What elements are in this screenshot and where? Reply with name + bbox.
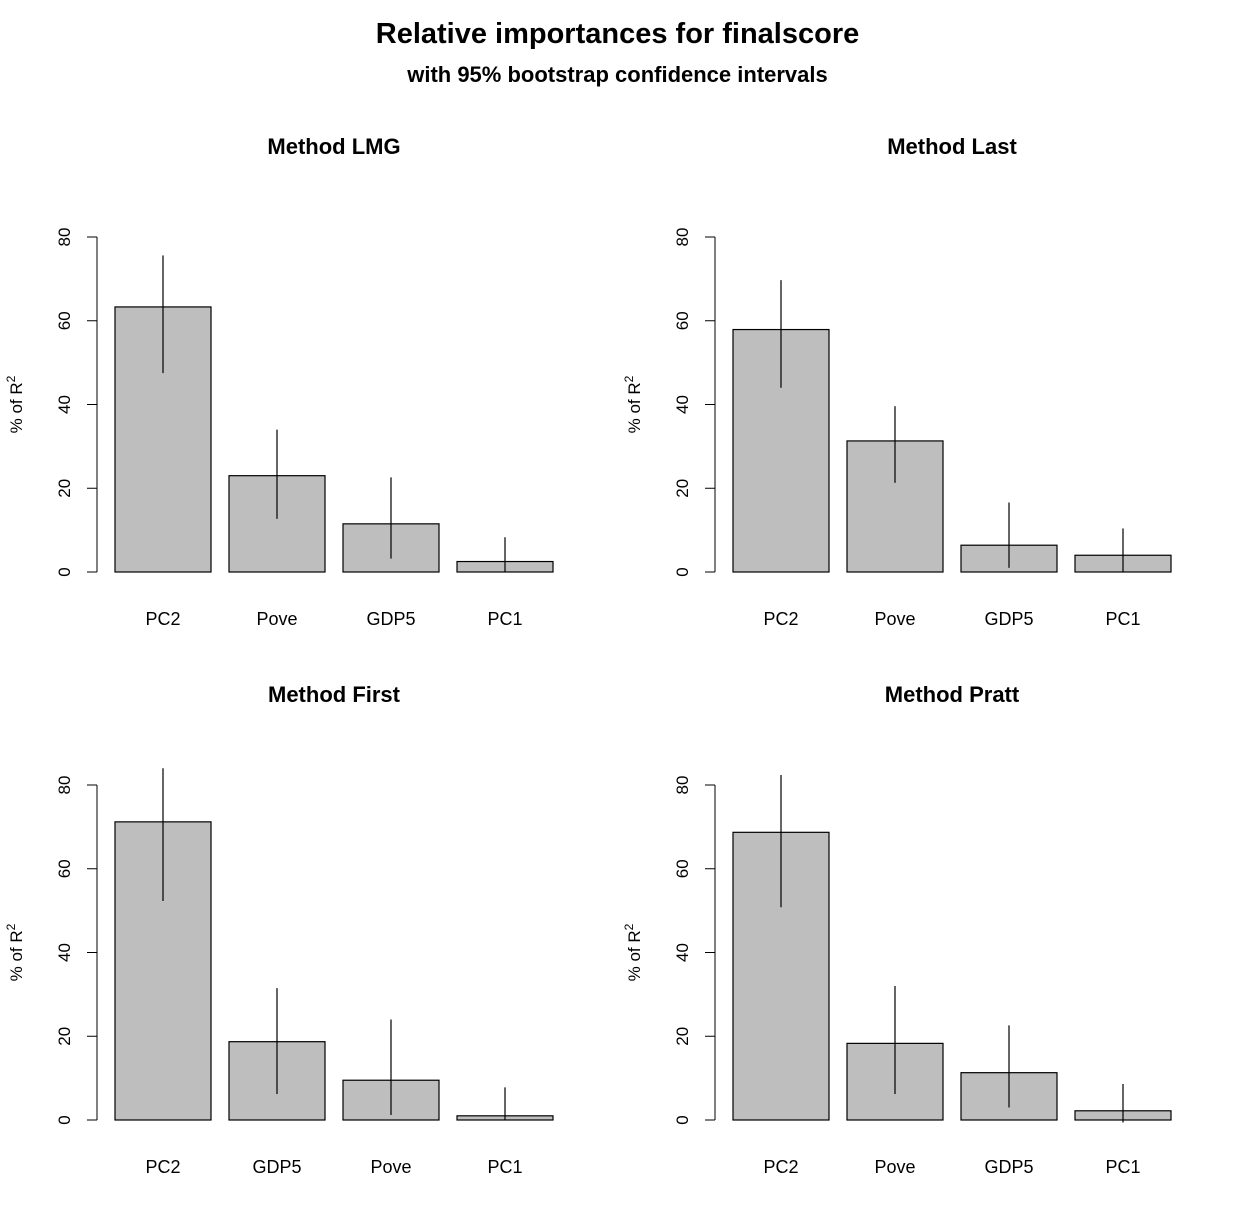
y-axis-label: % of R2 xyxy=(4,923,26,981)
y-tick-label: 80 xyxy=(55,228,74,247)
category-label-gdp5: GDP5 xyxy=(252,1157,301,1177)
y-tick-label: 0 xyxy=(55,1115,74,1124)
y-tick-label: 20 xyxy=(673,1027,692,1046)
y-tick-label: 80 xyxy=(55,776,74,795)
panel-title: Method Pratt xyxy=(885,682,1020,707)
y-axis-label-text: % of R xyxy=(625,930,644,981)
category-label-pc1: PC1 xyxy=(1105,609,1140,629)
y-tick-label: 20 xyxy=(55,1027,74,1046)
panel-title: Method Last xyxy=(887,134,1017,159)
panel-method-lmg: Method LMG 0 20 40 60 80 % of R2 PC2 Pove GDP5 PC1 xyxy=(4,134,554,629)
y-axis-label-superscript: 2 xyxy=(622,375,636,382)
panel-method-last: Method Last 0 20 40 60 80 % of R2 PC2 Pove GDP5 PC… xyxy=(622,134,1172,629)
y-tick-label: 0 xyxy=(55,567,74,576)
y-tick-label: 0 xyxy=(673,567,692,576)
category-label-gdp5: GDP5 xyxy=(366,609,415,629)
panel-title: Method LMG xyxy=(267,134,400,159)
y-tick-label: 60 xyxy=(55,311,74,330)
y-axis-label: % of R2 xyxy=(622,375,644,433)
category-label-pove: Pove xyxy=(256,609,297,629)
y-tick-label: 80 xyxy=(673,776,692,795)
category-label-pc2: PC2 xyxy=(145,1157,180,1177)
y-axis-label-text: % of R xyxy=(625,382,644,433)
y-axis-label: % of R2 xyxy=(4,375,26,433)
y-tick-label: 40 xyxy=(673,943,692,962)
y-axis-label-text: % of R xyxy=(7,382,26,433)
category-label-pove: Pove xyxy=(370,1157,411,1177)
category-label-gdp5: GDP5 xyxy=(984,1157,1033,1177)
y-tick-label: 20 xyxy=(673,479,692,498)
chart-subtitle: with 95% bootstrap confidence intervals xyxy=(407,62,828,87)
y-tick-label: 20 xyxy=(55,479,74,498)
category-label-pc1: PC1 xyxy=(1105,1157,1140,1177)
y-axis-label-superscript: 2 xyxy=(622,923,636,930)
category-label-pc2: PC2 xyxy=(145,609,180,629)
y-axis-label-text: % of R xyxy=(7,930,26,981)
category-label-gdp5: GDP5 xyxy=(984,609,1033,629)
category-label-pc1: PC1 xyxy=(487,609,522,629)
y-tick-label: 40 xyxy=(673,395,692,414)
y-tick-label: 40 xyxy=(55,943,74,962)
panel-method-first: Method First 0 20 40 60 80 % of R2 PC2 GDP5 Pove P… xyxy=(4,682,554,1177)
y-tick-label: 40 xyxy=(55,395,74,414)
chart-title: Relative importances for finalscore xyxy=(375,18,860,50)
panel-method-pratt: Method Pratt 0 20 40 60 80 % of R2 PC2 Pove GDP5 P… xyxy=(622,682,1172,1177)
y-tick-label: 60 xyxy=(55,859,74,878)
y-axis-label: % of R2 xyxy=(622,923,644,981)
y-tick-label: 80 xyxy=(673,228,692,247)
y-axis-label-superscript: 2 xyxy=(4,923,18,930)
y-axis-label-superscript: 2 xyxy=(4,375,18,382)
category-label-pc2: PC2 xyxy=(763,609,798,629)
y-tick-label: 60 xyxy=(673,859,692,878)
bar-pc2 xyxy=(114,821,212,1121)
category-label-pove: Pove xyxy=(874,1157,915,1177)
panel-title: Method First xyxy=(268,682,401,707)
category-label-pove: Pove xyxy=(874,609,915,629)
category-label-pc1: PC1 xyxy=(487,1157,522,1177)
category-label-pc2: PC2 xyxy=(763,1157,798,1177)
y-tick-label: 0 xyxy=(673,1115,692,1124)
y-tick-label: 60 xyxy=(673,311,692,330)
